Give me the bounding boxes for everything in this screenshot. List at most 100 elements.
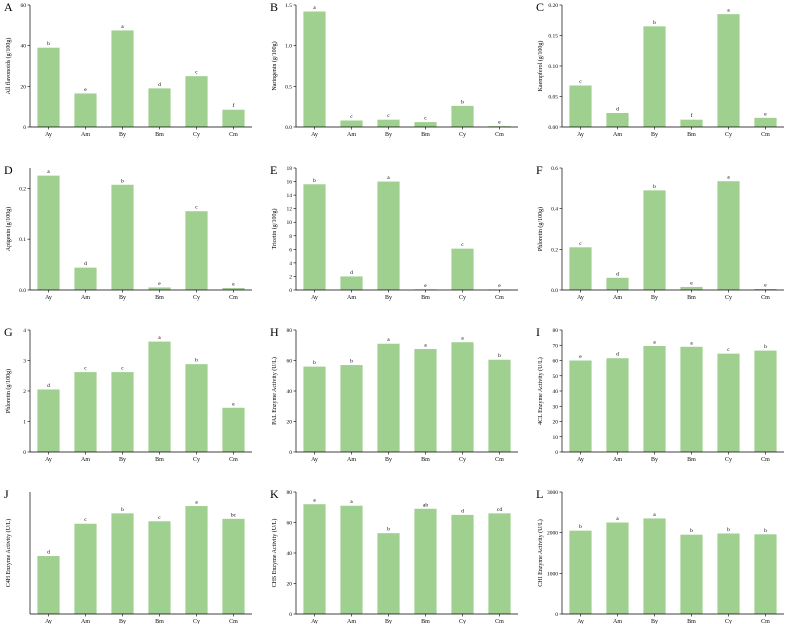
chart-panel-h: H PAL Enzyme Activity (U/L) b Ay b Am a By a Bm a C… — [270, 325, 518, 463]
y-axis-label: CHI Enzyme Activity (U/L) — [537, 519, 544, 587]
bar — [569, 360, 592, 452]
chart-panel-e: E Tricetin (g/100g) b Ay d Am a By e Bm c Cy e Cm 0 2 4 6… — [270, 163, 518, 301]
y-tick-label: 0.00 — [548, 125, 558, 131]
bar — [451, 342, 474, 452]
significance-letter: c — [387, 113, 390, 119]
x-tick-label: Ay — [45, 132, 52, 138]
panel-label: E — [270, 163, 277, 177]
chart-panel-b: B Naringenin (g/100g) a Ay c Am c By c Bm b Cy e Cm 0.… — [270, 0, 518, 138]
significance-letter: a — [350, 499, 353, 505]
significance-letter: a — [727, 175, 730, 181]
x-tick-label: Ay — [577, 132, 584, 138]
y-tick-label: 50 — [553, 374, 559, 380]
y-axis-label: CHS Enzyme Activity (U/L) — [271, 519, 278, 588]
bar — [377, 533, 400, 614]
significance-letter: a — [653, 512, 656, 518]
x-tick-label: By — [651, 295, 658, 301]
bar — [222, 407, 245, 452]
bar — [377, 343, 400, 452]
bar — [451, 248, 474, 290]
bar — [340, 120, 363, 127]
y-tick-label: 14 — [287, 193, 293, 199]
x-tick-label: Am — [81, 619, 90, 624]
x-tick-label: Cy — [725, 295, 732, 301]
x-tick-label: By — [651, 132, 658, 138]
significance-letter: a — [121, 24, 124, 30]
x-tick-label: Am — [613, 132, 622, 138]
y-axis-label: PAL Enzyme Activity (U/L) — [271, 357, 278, 425]
bar — [74, 523, 97, 614]
y-axis-label: 4CL Enzyme Activity (U/L) — [537, 357, 544, 425]
bar — [37, 175, 60, 290]
panel-label: D — [4, 163, 13, 177]
significance-letter: b — [47, 41, 50, 47]
bar — [451, 105, 474, 127]
bar — [643, 518, 666, 614]
bar — [185, 76, 208, 127]
y-axis-label: Phloretin (g/100g) — [537, 207, 544, 251]
y-tick-label: 6 — [289, 247, 292, 253]
x-tick-label: Ay — [577, 457, 584, 463]
significance-letter: a — [387, 337, 390, 343]
bar — [754, 288, 777, 290]
y-axis-label: Naringenin (g/100g) — [271, 41, 278, 90]
bar — [37, 556, 60, 614]
x-tick-label: By — [119, 295, 126, 301]
y-tick-label: 0.2 — [551, 247, 558, 253]
y-tick-label: 80 — [287, 490, 293, 496]
bar — [606, 112, 629, 127]
x-tick-label: Cm — [761, 132, 770, 138]
y-tick-label: 30 — [553, 404, 559, 410]
bar — [148, 88, 171, 127]
x-tick-label: Cy — [725, 457, 732, 463]
y-tick-label: 0.0 — [551, 288, 558, 294]
x-tick-label: Cy — [193, 295, 200, 301]
y-tick-label: 4 — [289, 261, 292, 267]
y-axis-label: All flavonoids (g/100g) — [5, 38, 12, 95]
x-tick-label: By — [119, 132, 126, 138]
x-tick-label: Cm — [495, 295, 504, 301]
x-tick-label: By — [119, 457, 126, 463]
significance-letter: f — [691, 112, 693, 119]
x-tick-label: Bm — [687, 132, 696, 138]
y-tick-label: 1.5 — [285, 3, 292, 9]
significance-letter: e — [158, 281, 161, 287]
significance-letter: b — [653, 20, 656, 26]
significance-letter: d — [47, 550, 50, 556]
x-tick-label: Am — [613, 295, 622, 301]
bar — [680, 286, 703, 290]
significance-letter: c — [121, 366, 124, 372]
y-tick-label: 0 — [23, 450, 26, 456]
chart-panel-l: L CHI Enzyme Activity (U/L) b Ay a Am a By b Bm b C… — [536, 487, 784, 624]
x-tick-label: By — [385, 619, 392, 624]
bar — [643, 190, 666, 290]
x-tick-label: Am — [347, 457, 356, 463]
bar — [569, 85, 592, 127]
y-tick-label: 20 — [287, 420, 293, 426]
bar — [148, 287, 171, 290]
significance-letter: e — [424, 283, 427, 289]
chart-panel-c: C Kaempferol (g/100g) c Ay d Am b By f Bm a Cy e Cm 0.… — [536, 0, 784, 138]
x-tick-label: Bm — [155, 295, 164, 301]
significance-letter: d — [616, 106, 619, 112]
significance-letter: b — [387, 527, 390, 533]
bar — [414, 508, 437, 614]
panel-label: C — [536, 0, 544, 14]
bar — [717, 181, 740, 290]
y-tick-label: 0 — [555, 450, 558, 456]
significance-letter: b — [195, 358, 198, 364]
significance-letter: c — [84, 366, 87, 372]
significance-letter: d — [158, 82, 161, 88]
y-tick-label: 0.1 — [19, 237, 26, 243]
x-tick-label: By — [385, 132, 392, 138]
significance-letter: bc — [231, 512, 237, 518]
significance-letter: f — [233, 102, 235, 109]
significance-letter: e — [232, 401, 235, 407]
y-axis-label: Apigenin (g/100g) — [5, 207, 12, 252]
significance-letter: a — [690, 340, 693, 346]
x-tick-label: Cm — [229, 619, 238, 624]
bar — [643, 26, 666, 128]
panel-label: J — [4, 487, 9, 501]
x-tick-label: Am — [347, 619, 356, 624]
